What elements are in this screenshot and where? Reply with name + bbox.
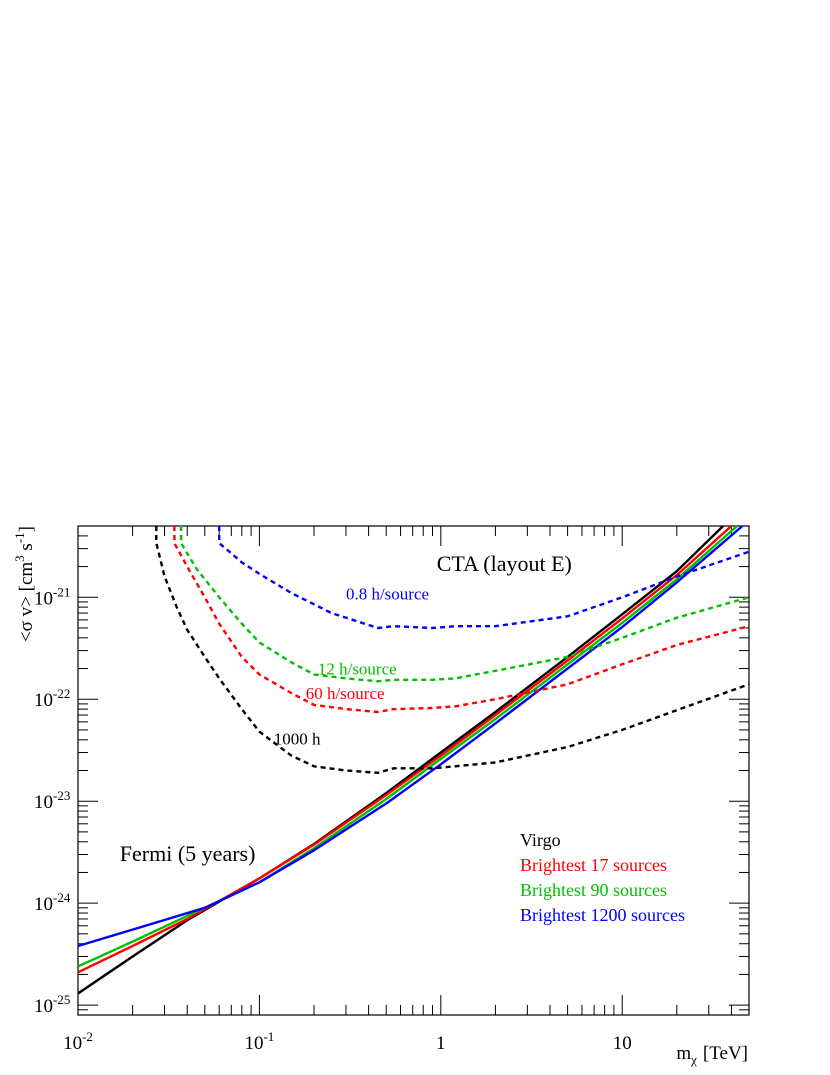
x-axis-label-unit: [TeV] bbox=[703, 1043, 748, 1064]
y-tick-label-4: 10-21 bbox=[34, 584, 70, 609]
series-virgo-solid bbox=[78, 526, 724, 995]
annotation-fermi-title: Fermi (5 years) bbox=[120, 841, 256, 866]
series-0-8-h-source-dashed bbox=[217, 526, 749, 630]
x-axis-label-main: m bbox=[676, 1043, 691, 1064]
legend: Virgo Brightest 17 sources Brightest 90 so… bbox=[520, 830, 685, 925]
legend-entry-brightest-90-sources: Brightest 90 sources bbox=[520, 880, 667, 900]
y-axis-label-mid: s bbox=[16, 543, 37, 555]
y-tick-label-3: 10-22 bbox=[34, 686, 70, 711]
annotation-label-0p8h: 0.8 h/source bbox=[346, 585, 429, 604]
annotation-cta-title: CTA (layout E) bbox=[437, 551, 572, 576]
axis-tick-labels: 10-2 10-1 1 10 10-25 10-24 10-23 10-22 10-21 bbox=[34, 584, 632, 1054]
x-axis-label: mχ [TeV] bbox=[676, 1043, 748, 1067]
y-tick-label-1: 10-24 bbox=[34, 890, 71, 915]
series-12-h-source-dashed bbox=[179, 526, 749, 683]
y-axis-label-sup1: 3 bbox=[12, 555, 27, 562]
legend-entry-virgo: Virgo bbox=[520, 830, 561, 850]
x-tick-label-3: 10 bbox=[613, 1033, 632, 1054]
series-brightest-90-sources-solid bbox=[78, 526, 738, 968]
legend-entry-brightest-1200-sources: Brightest 1200 sources bbox=[520, 905, 685, 925]
x-tick-label-1: 10-1 bbox=[244, 1029, 274, 1054]
y-axis-label-sup2: -1 bbox=[12, 532, 27, 543]
y-tick-label-0: 10-25 bbox=[34, 992, 70, 1017]
annotation-label-12h: 12 h/source bbox=[318, 659, 397, 678]
series-1000-h-dashed bbox=[155, 526, 749, 774]
y-tick-label-2: 10-23 bbox=[34, 788, 70, 813]
series-brightest-17-sources-solid bbox=[78, 526, 733, 974]
y-axis-label-end: ] bbox=[16, 526, 37, 532]
x-tick-label-0: 10-2 bbox=[63, 1029, 93, 1054]
annotation-label-1000h: 1000 h bbox=[274, 729, 321, 748]
series-group bbox=[78, 526, 749, 995]
series-brightest-1200-sources-solid bbox=[78, 526, 744, 948]
y-axis-label: <σ v> [cm3 s-1] bbox=[12, 526, 37, 642]
legend-entry-brightest-17-sources: Brightest 17 sources bbox=[520, 855, 667, 875]
y-axis-label-main: <σ v> [cm bbox=[16, 562, 37, 642]
annotation-label-60h: 60 h/source bbox=[306, 684, 385, 703]
x-axis-label-sub: χ bbox=[690, 1052, 697, 1067]
x-tick-label-2: 1 bbox=[436, 1033, 446, 1054]
annotations-group: CTA (layout E) Fermi (5 years) 0.8 h/sourc… bbox=[120, 551, 572, 866]
